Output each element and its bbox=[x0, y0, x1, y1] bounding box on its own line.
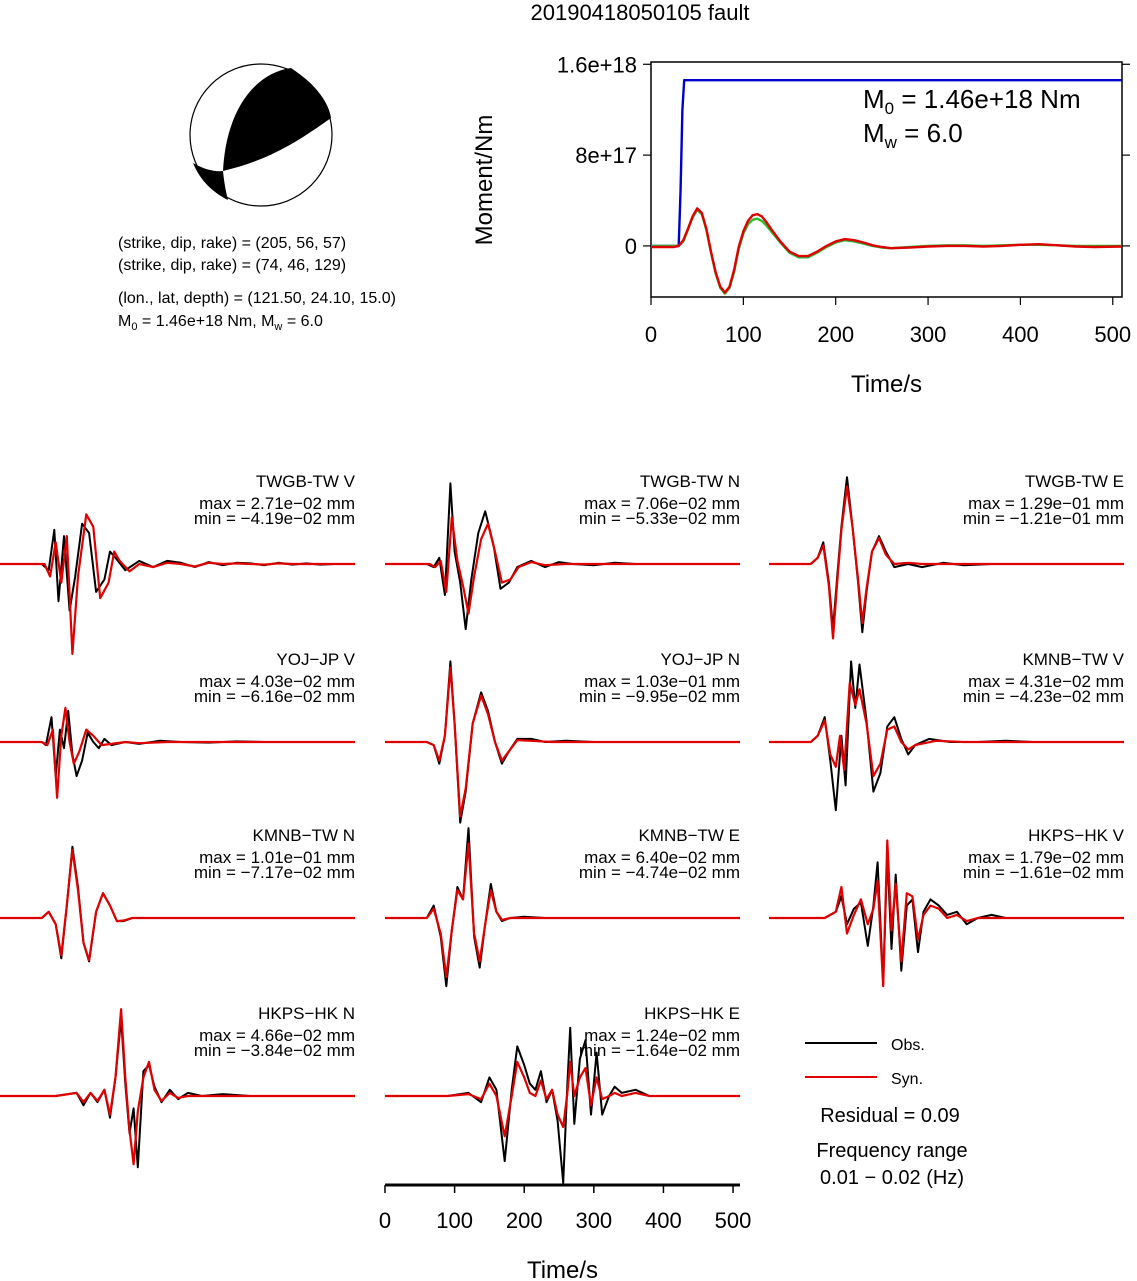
trace-max-label: max = 1.24e−02 mm bbox=[584, 1026, 740, 1045]
moment-x-tick-label: 300 bbox=[910, 322, 947, 347]
moment-y-tick-label: 8e+17 bbox=[575, 143, 637, 168]
trace-min-label: min = −9.95e−02 mm bbox=[579, 687, 740, 706]
moment-plot-frame bbox=[650, 61, 1123, 298]
moment-x-tick-label: 0 bbox=[645, 322, 657, 347]
trace-min-label: min = −4.23e−02 mm bbox=[963, 687, 1124, 706]
time-axis-tick-label: 100 bbox=[436, 1208, 473, 1233]
moment-y-tick-label: 0 bbox=[625, 234, 637, 259]
moment-y-axis-label: Moment/Nm bbox=[471, 115, 498, 246]
compressional-quadrant-small bbox=[193, 163, 228, 200]
focal-mechanism-beachball bbox=[189, 63, 333, 207]
station-label: YOJ−JP V bbox=[276, 650, 355, 669]
trace-max-label: max = 4.66e−02 mm bbox=[199, 1026, 355, 1045]
moment-annotation-mw: Mw = 6.0 bbox=[863, 118, 963, 152]
synthetic-trace bbox=[0, 1008, 355, 1166]
legend: Obs. Syn. Residual = 0.09 Frequency rang… bbox=[805, 1037, 968, 1189]
residual-label: Residual = 0.09 bbox=[820, 1105, 960, 1127]
station-label: TWGB-TW E bbox=[1025, 472, 1124, 491]
station-label: KMNB−TW E bbox=[638, 826, 740, 845]
moment-y-tick-label: 1.6e+18 bbox=[557, 52, 637, 77]
synthetic-trace bbox=[0, 848, 355, 962]
time-axis-label: Time/s bbox=[527, 1257, 598, 1281]
moment-x-axis-label: Time/s bbox=[851, 371, 922, 398]
trace-max-label: max = 1.29e−01 mm bbox=[968, 494, 1124, 513]
moment-series-2 bbox=[651, 207, 1123, 294]
trace-min-label: min = −1.64e−02 mm bbox=[579, 1041, 740, 1060]
moment-x-tick-label: 100 bbox=[725, 322, 762, 347]
time-axis-tick-label: 300 bbox=[575, 1208, 612, 1233]
synthetic-trace bbox=[0, 513, 355, 655]
synthetic-trace bbox=[385, 516, 740, 615]
moment-series-1 bbox=[651, 208, 1122, 295]
station-label: KMNB−TW N bbox=[253, 826, 355, 845]
legend-syn-label: Syn. bbox=[891, 1071, 923, 1088]
trace-max-label: max = 1.79e−02 mm bbox=[968, 848, 1124, 867]
trace-max-label: max = 4.03e−02 mm bbox=[199, 672, 355, 691]
nodal-plane-1: (strike, dip, rake) = (205, 56, 57) bbox=[118, 235, 346, 252]
synthetic-trace bbox=[385, 666, 740, 818]
station-label: KMNB−TW V bbox=[1022, 650, 1124, 669]
source-parameters: (strike, dip, rake) = (205, 56, 57) (str… bbox=[118, 235, 396, 333]
observed-trace bbox=[385, 1026, 740, 1184]
station-label: YOJ−JP N bbox=[660, 650, 740, 669]
time-axis-tick-label: 0 bbox=[379, 1208, 391, 1233]
trace-min-label: min = −7.17e−02 mm bbox=[194, 863, 355, 882]
synthetic-trace bbox=[769, 485, 1124, 640]
time-axis-tick-label: 200 bbox=[506, 1208, 543, 1233]
trace-min-label: min = −4.19e−02 mm bbox=[194, 509, 355, 528]
trace-min-label: min = −1.21e−01 mm bbox=[963, 509, 1124, 528]
time-axis-tick-label: 500 bbox=[715, 1208, 752, 1233]
synthetic-trace bbox=[385, 842, 740, 978]
moment-rate-plot: 0 100 200 300 400 500 0 8e+17 1.6e+18 Time/s Momen… bbox=[471, 52, 1131, 398]
station-label: HKPS−HK N bbox=[258, 1004, 355, 1023]
trace-min-label: min = −3.84e−02 mm bbox=[194, 1041, 355, 1060]
trace-max-label: max = 6.40e−02 mm bbox=[584, 848, 740, 867]
trace-max-label: max = 1.01e−01 mm bbox=[199, 848, 355, 867]
trace-min-label: min = −1.61e−02 mm bbox=[963, 863, 1124, 882]
hypocenter: (lon., lat, depth) = (121.50, 24.10, 15.… bbox=[118, 290, 396, 307]
synthetic-trace bbox=[769, 839, 1124, 988]
trace-min-label: min = −6.16e−02 mm bbox=[194, 687, 355, 706]
station-label: HKPS−HK E bbox=[644, 1004, 740, 1023]
moment-x-tick-label: 500 bbox=[1094, 322, 1131, 347]
figure-title: 20190418050105 fault bbox=[531, 0, 750, 25]
moment-x-tick-label: 400 bbox=[1002, 322, 1039, 347]
synthetic-trace bbox=[385, 1060, 740, 1138]
station-label: TWGB-TW V bbox=[256, 472, 356, 491]
trace-max-label: max = 4.31e−02 mm bbox=[968, 672, 1124, 691]
trace-min-label: min = −4.74e−02 mm bbox=[579, 863, 740, 882]
station-label: HKPS−HK V bbox=[1028, 826, 1125, 845]
synthetic-trace bbox=[0, 706, 355, 799]
trace-max-label: max = 1.03e−01 mm bbox=[584, 672, 740, 691]
compressional-quadrant-main bbox=[223, 68, 331, 171]
trace-max-label: max = 7.06e−02 mm bbox=[584, 494, 740, 513]
frequency-range-value: 0.01 − 0.02 (Hz) bbox=[820, 1167, 964, 1189]
time-axis-tick-label: 400 bbox=[645, 1208, 682, 1233]
moment-annotation-m0: M0 = 1.46e+18 Nm bbox=[863, 84, 1081, 118]
observed-trace bbox=[0, 522, 355, 612]
legend-obs-label: Obs. bbox=[891, 1037, 925, 1054]
trace-max-label: max = 2.71e−02 mm bbox=[199, 494, 355, 513]
station-label: TWGB-TW N bbox=[640, 472, 740, 491]
moment-x-tick-label: 200 bbox=[817, 322, 854, 347]
moment-magnitude-line: M0 = 1.46e+18 Nm, Mw = 6.0 bbox=[118, 313, 323, 333]
waveform-time-axis: 0 100 200 300 400 500 Time/s bbox=[379, 1183, 752, 1281]
nodal-plane-2: (strike, dip, rake) = (74, 46, 129) bbox=[118, 257, 346, 274]
frequency-range-title: Frequency range bbox=[816, 1140, 967, 1162]
trace-min-label: min = −5.33e−02 mm bbox=[579, 509, 740, 528]
synthetic-trace bbox=[769, 682, 1124, 778]
